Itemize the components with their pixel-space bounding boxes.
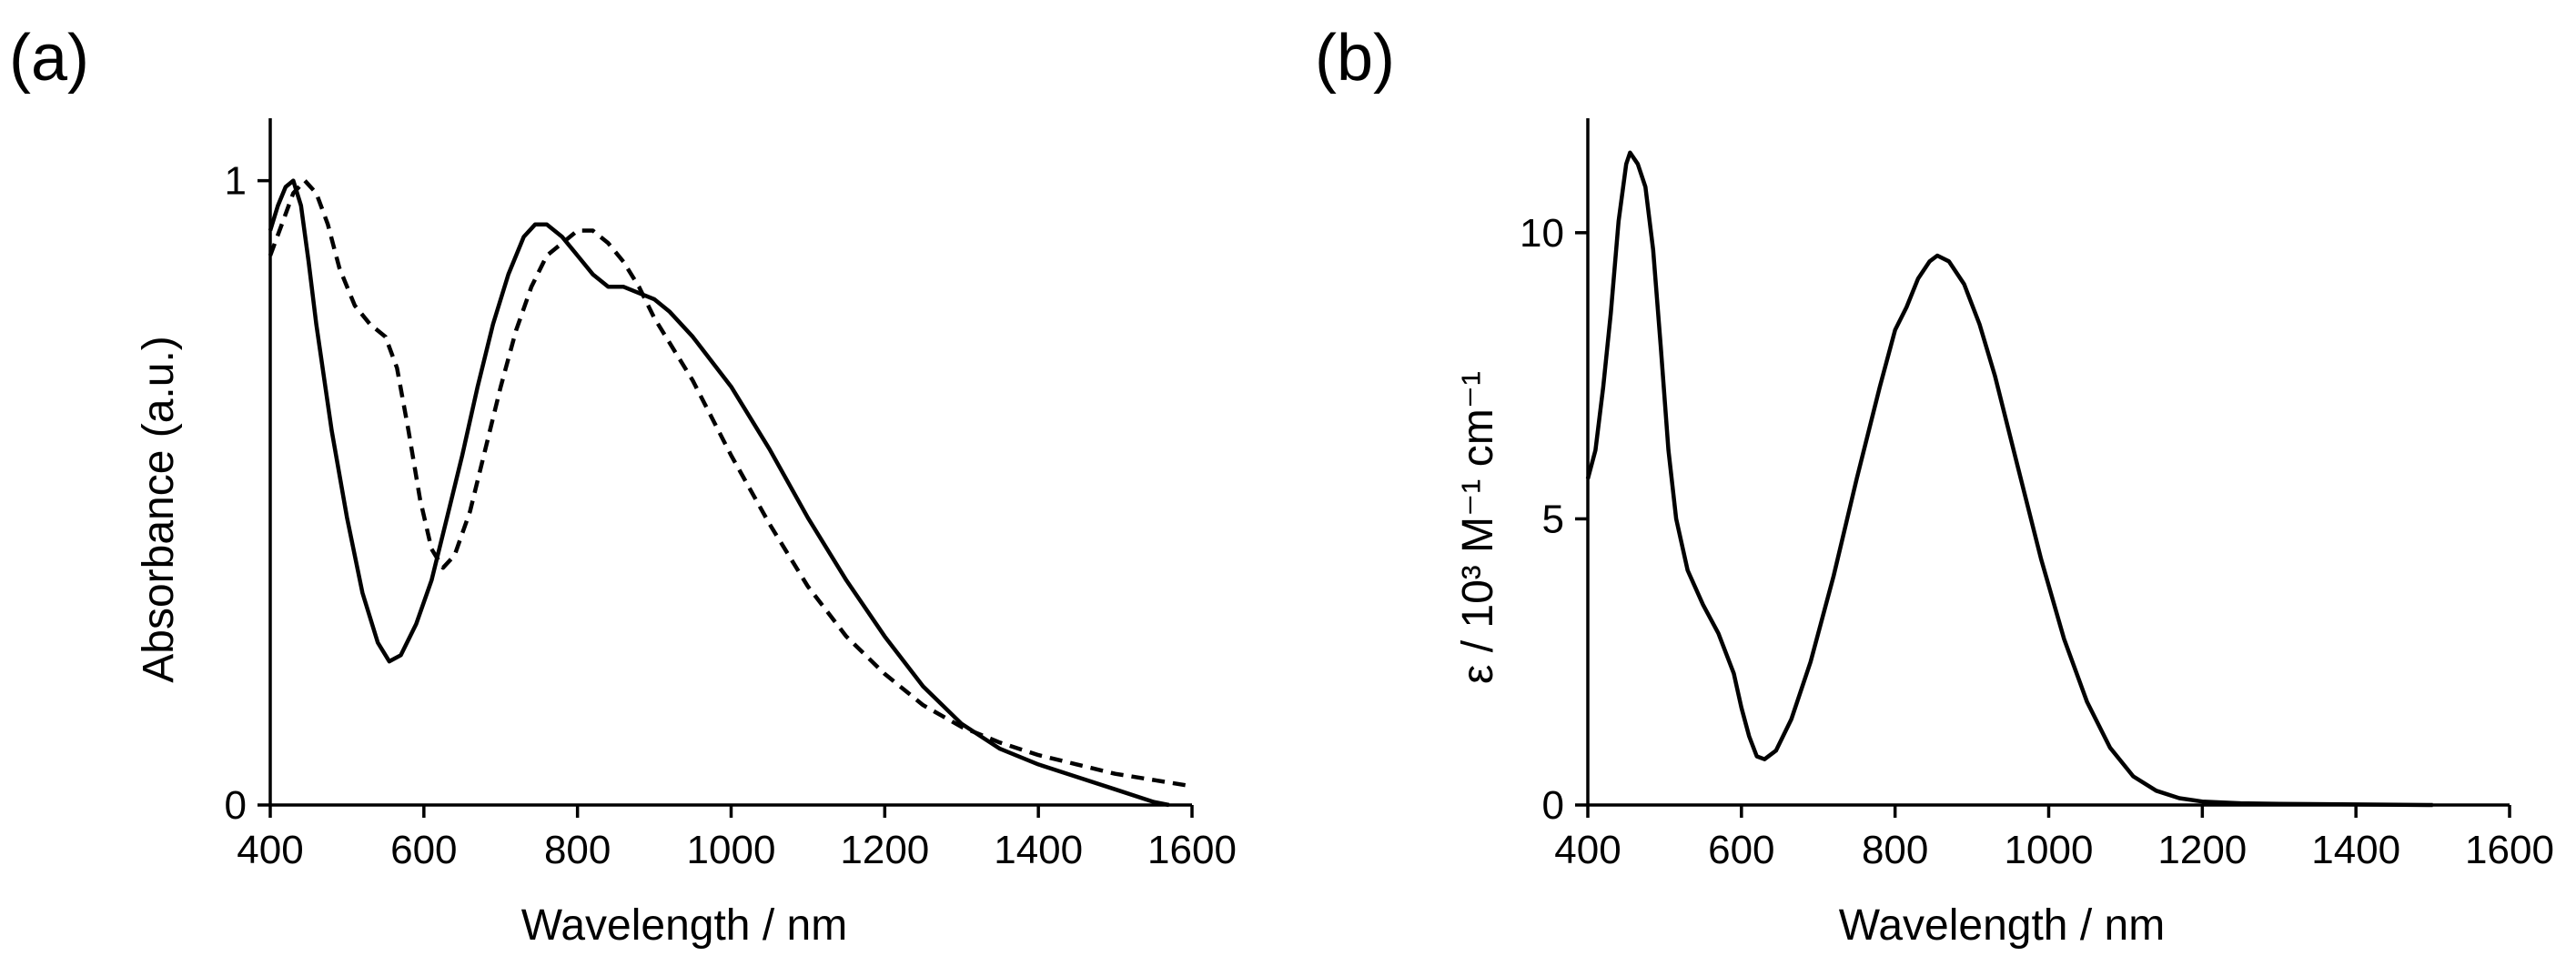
panel-a-y-tick-label: 0	[225, 783, 247, 828]
panel-a-label: (a)	[9, 22, 89, 95]
panel-a-y-tick-label: 1	[225, 159, 247, 204]
panel-b-x-tick-label: 1000	[2005, 828, 2094, 872]
panel-b-y-tick-label: 0	[1542, 783, 1564, 828]
panel-b-label: (b)	[1315, 22, 1395, 95]
panel-b-y-tick-label: 5	[1542, 497, 1564, 541]
panel-a-series-dashed	[268, 178, 1193, 789]
panel-a-x-tick-label: 800	[544, 828, 611, 872]
panel-a-series	[268, 178, 1193, 808]
panel-b-series	[1585, 150, 2433, 808]
panel-b-x-tick-label: 800	[1862, 828, 1928, 872]
panel-b-xlabel: Wavelength / nm	[1839, 901, 2165, 950]
panel-b-y-tick-label: 10	[1520, 211, 1564, 256]
panel-b-series-solid	[1585, 150, 2433, 808]
panel-a-x-tick-label: 1400	[994, 828, 1083, 872]
panel-a-series-solid	[268, 178, 1170, 808]
panel-a-x-tick-label: 1000	[687, 828, 776, 872]
panel-a-x-tick-label: 1200	[840, 828, 929, 872]
panel-a-ylabel: Absorbance (a.u.)	[135, 336, 183, 683]
panel-b-x-tick-label: 1400	[2311, 828, 2400, 872]
panel-a-axes: 400 600 800 1000 1200 1400 1600 0 1	[225, 118, 1237, 872]
panel-b: (b) 400 600 800 1000 1200 1400 1600 0 5 10 Wavele…	[1315, 22, 2554, 950]
panel-a-x-tick-label: 400	[237, 828, 303, 872]
panel-a-xlabel: Wavelength / nm	[521, 901, 847, 950]
panel-a-x-tick-label: 1600	[1147, 828, 1237, 872]
panel-b-x-tick-label: 600	[1708, 828, 1774, 872]
panel-b-x-tick-label: 1600	[2465, 828, 2554, 872]
panel-b-x-tick-label: 400	[1554, 828, 1621, 872]
panel-b-ylabel: ε / 10³ M⁻¹ cm⁻¹	[1454, 371, 1502, 684]
panel-a-x-tick-label: 600	[390, 828, 457, 872]
panel-a: (a) 400 600 800 1000 1200 1400 1600 0 1 Waveleng…	[9, 22, 1237, 950]
panel-b-x-tick-label: 1200	[2157, 828, 2247, 872]
